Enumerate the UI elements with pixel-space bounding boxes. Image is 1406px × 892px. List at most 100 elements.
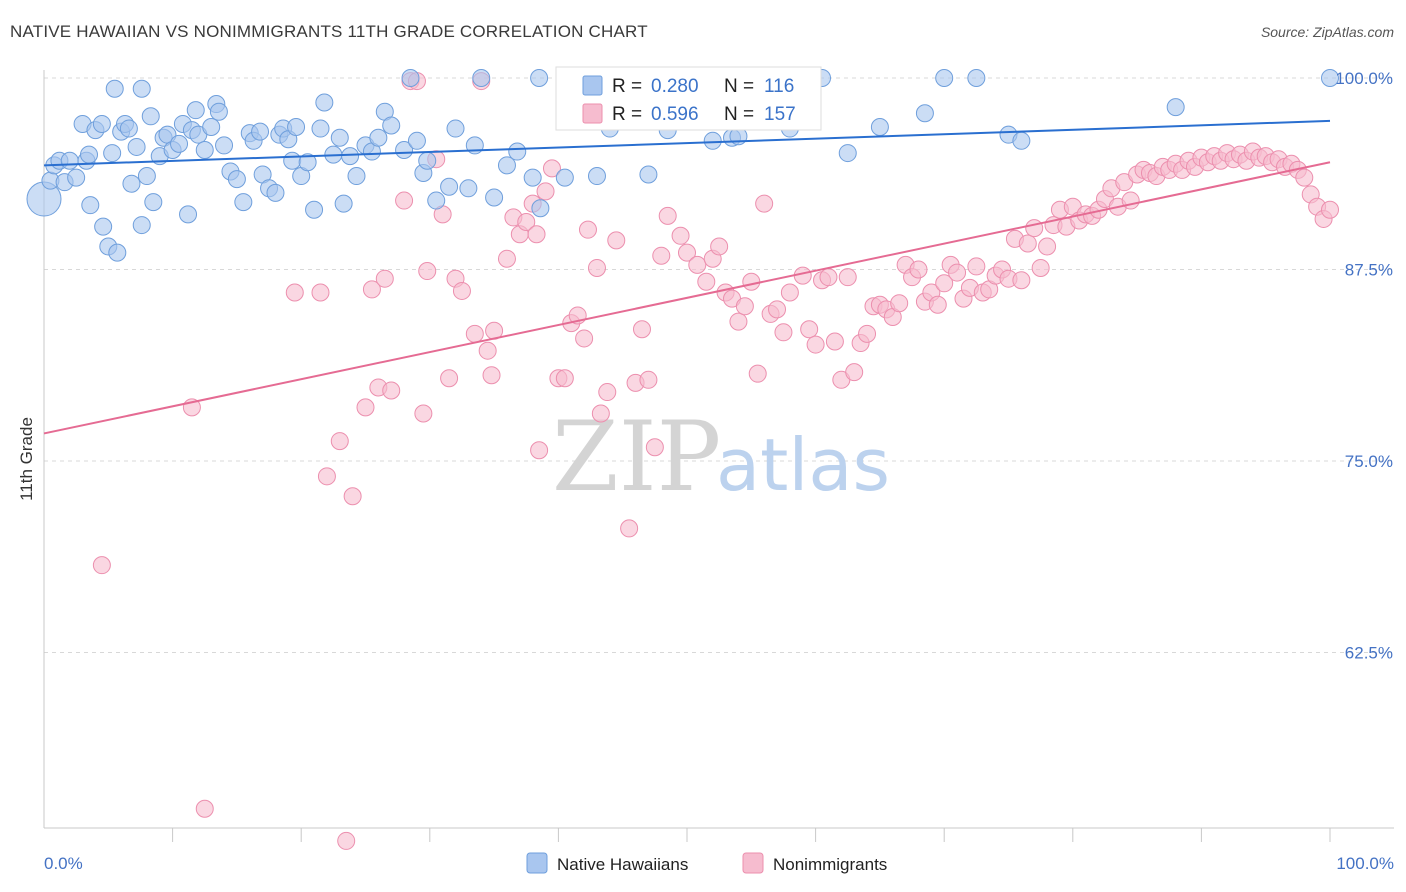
point-nonimmigrants	[92, 556, 111, 575]
legend-label-native-hawaiians: Native Hawaiians	[557, 855, 688, 874]
point-native-hawaiians	[298, 153, 317, 172]
legend-n-label-2: N =	[724, 104, 754, 125]
point-nonimmigrants	[697, 272, 716, 291]
point-nonimmigrants	[285, 283, 304, 302]
point-native-hawaiians	[915, 104, 934, 123]
point-native-hawaiians	[427, 191, 446, 210]
trend-lines	[43, 119, 1331, 435]
point-nonimmigrants	[578, 220, 597, 239]
point-native-hawaiians	[1012, 131, 1031, 150]
point-nonimmigrants	[858, 324, 877, 343]
point-native-hawaiians	[179, 205, 198, 224]
legend-label-nonimmigrants: Nonimmigrants	[773, 855, 887, 874]
legend-n-label-1: N =	[724, 76, 754, 97]
point-native-hawaiians	[94, 217, 113, 236]
point-native-hawaiians	[283, 151, 302, 170]
chart-title: NATIVE HAWAIIAN VS NONIMMIGRANTS 11TH GR…	[10, 22, 648, 41]
point-nonimmigrants	[800, 320, 819, 339]
point-native-hawaiians	[251, 122, 270, 141]
point-nonimmigrants	[780, 283, 799, 302]
point-nonimmigrants	[639, 370, 658, 389]
point-native-hawaiians	[395, 141, 414, 160]
point-nonimmigrants	[825, 332, 844, 351]
point-nonimmigrants	[774, 323, 793, 342]
trend-line-native-hawaiians	[43, 119, 1331, 167]
point-native-hawaiians	[209, 102, 228, 121]
point-nonimmigrants	[748, 364, 767, 383]
point-nonimmigrants	[890, 294, 909, 313]
point-native-hawaiians	[105, 79, 124, 98]
point-nonimmigrants	[928, 295, 947, 314]
point-nonimmigrants	[330, 432, 349, 451]
point-native-hawaiians	[311, 119, 330, 138]
point-nonimmigrants	[465, 324, 484, 343]
point-nonimmigrants	[688, 255, 707, 274]
point-nonimmigrants	[1018, 234, 1037, 253]
y-tick-labels: 62.5% 75.0% 87.5% 100.0%	[1335, 69, 1393, 663]
point-nonimmigrants	[356, 398, 375, 417]
point-nonimmigrants	[478, 341, 497, 360]
point-nonimmigrants	[729, 312, 748, 331]
point-native-hawaiians	[103, 144, 122, 163]
point-nonimmigrants	[452, 281, 471, 300]
point-native-hawaiians	[92, 114, 111, 133]
legend-swatch-pink	[582, 103, 603, 124]
point-nonimmigrants	[1012, 271, 1031, 290]
point-nonimmigrants	[482, 366, 501, 385]
point-nonimmigrants	[768, 300, 787, 319]
point-nonimmigrants	[1321, 200, 1339, 219]
point-nonimmigrants	[337, 831, 356, 850]
point-nonimmigrants	[838, 268, 857, 287]
point-nonimmigrants	[632, 320, 651, 339]
legend-swatch-blue	[582, 75, 603, 96]
point-nonimmigrants	[935, 274, 954, 293]
point-native-hawaiians	[81, 196, 100, 215]
legend-n-value-2: 157	[764, 104, 796, 125]
point-native-hawaiians	[401, 69, 420, 87]
point-native-hawaiians	[108, 243, 127, 262]
legend-series: Native Hawaiians Nonimmigrants	[526, 852, 887, 874]
point-nonimmigrants	[710, 237, 729, 256]
point-native-hawaiians	[119, 119, 138, 138]
point-native-hawaiians	[446, 119, 465, 138]
x-tick-label-min: 0.0%	[44, 854, 83, 873]
trend-line-nonimmigrants	[43, 161, 1331, 435]
legend-r-label-1: R =	[612, 76, 642, 97]
point-native-hawaiians	[407, 131, 426, 150]
point-native-hawaiians	[935, 69, 954, 87]
point-native-hawaiians	[440, 177, 459, 196]
point-nonimmigrants	[375, 269, 394, 288]
point-nonimmigrants	[414, 404, 433, 423]
point-nonimmigrants	[395, 191, 414, 210]
legend-n-value-1: 116	[764, 76, 794, 97]
point-native-hawaiians	[1321, 69, 1339, 87]
point-nonimmigrants	[362, 280, 381, 299]
point-nonimmigrants	[607, 231, 626, 250]
point-native-hawaiians	[870, 118, 889, 137]
point-native-hawaiians	[305, 200, 324, 219]
point-nonimmigrants	[440, 369, 459, 388]
point-native-hawaiians	[315, 93, 334, 112]
point-native-hawaiians	[967, 69, 986, 87]
point-native-hawaiians	[555, 168, 574, 187]
point-native-hawaiians	[330, 128, 349, 147]
point-nonimmigrants	[1038, 237, 1057, 256]
point-nonimmigrants	[909, 260, 928, 279]
point-nonimmigrants	[343, 487, 362, 506]
point-nonimmigrants	[536, 182, 555, 201]
point-native-hawaiians	[531, 199, 550, 218]
legend-bottom-swatch-pink	[742, 852, 764, 874]
point-native-hawaiians	[60, 151, 79, 170]
y-tick-label: 62.5%	[1345, 644, 1393, 663]
watermark: ZIP atlas	[552, 401, 890, 513]
point-nonimmigrants	[497, 249, 516, 268]
point-native-hawaiians	[472, 69, 491, 87]
point-native-hawaiians	[227, 170, 246, 189]
point-native-hawaiians	[497, 156, 516, 175]
point-native-hawaiians	[341, 147, 360, 166]
watermark-atlas: atlas	[716, 423, 890, 507]
point-nonimmigrants	[1025, 219, 1044, 238]
point-nonimmigrants	[742, 272, 761, 291]
point-nonimmigrants	[555, 369, 574, 388]
